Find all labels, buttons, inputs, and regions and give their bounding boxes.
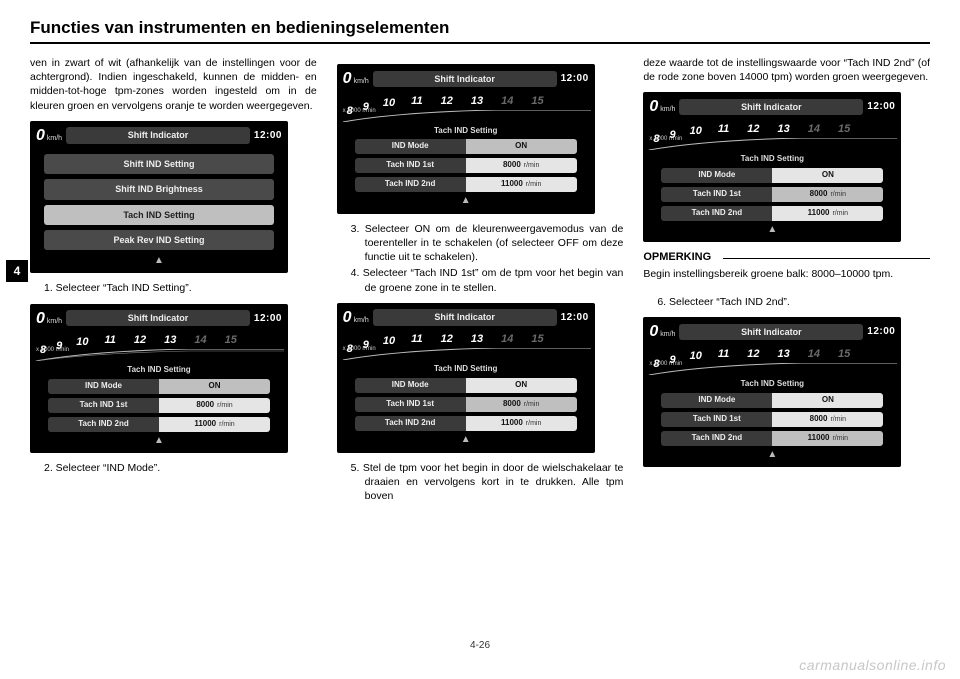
rule [723,258,930,259]
screen-settings-e: 0km/h Shift Indicator 12:00 x 1000 r/min… [643,317,901,467]
screen-settings-d: 0km/h Shift Indicator 12:00 x 1000 r/min… [643,92,901,242]
setting-row-tach-2nd[interactable]: Tach IND 2nd 11000r/min [661,206,883,221]
column-1: ven in zwart of wit (afhankelijk van de … [30,56,317,507]
step-6: 6. Selecteer “Tach IND 2nd”. [657,295,930,309]
step-2: 2. Selecteer “IND Mode”. [44,461,317,475]
step-4: 4. Selecteer “Tach IND 1st” om de tpm vo… [351,266,624,294]
setting-row-tach-1st[interactable]: Tach IND 1st 8000r/min [661,187,883,202]
screen-menu: 0 km/h Shift Indicator 12:00 Shift IND S… [30,121,288,274]
tachometer: x 1000 r/min 8 9 10 11 12 13 14 15 [647,347,897,375]
shift-indicator-pill: Shift Indicator [66,127,250,143]
clock: 12:00 [254,129,282,143]
setting-row-ind-mode[interactable]: IND Mode ON [661,168,883,183]
setting-row-ind-mode[interactable]: IND Mode ON [355,139,577,154]
speed-readout: 0 km/h [36,125,62,147]
column-2: 0km/h Shift Indicator 12:00 x 1000 r/min… [337,56,624,507]
page-title: Functies van instrumenten en bedieningse… [30,18,930,44]
scroll-up-icon[interactable]: ▲ [647,221,897,237]
menu-list: Shift IND Setting Shift IND Brightness T… [34,148,284,252]
page-number: 4-26 [0,640,960,651]
watermark: carmanualsonline.info [799,657,946,673]
setting-row-tach-1st[interactable]: Tach IND 1st 8000r/min [48,398,270,413]
tachometer: x 1000 r/min 8 9 10 11 12 13 14 15 [647,122,897,150]
chapter-tab: 4 [6,260,28,282]
setting-row-tach-1st[interactable]: Tach IND 1st 8000r/min [355,158,577,173]
setting-row-tach-1st[interactable]: Tach IND 1st 8000r/min [661,412,883,427]
menu-item[interactable]: Shift IND Brightness [44,179,274,199]
note-heading: OPMERKING [643,250,717,265]
setting-row-tach-2nd[interactable]: Tach IND 2nd 11000r/min [661,431,883,446]
scroll-up-icon[interactable]: ▲ [341,192,591,208]
intro-para: ven in zwart of wit (afhankelijk van de … [30,56,317,113]
setting-row-tach-1st[interactable]: Tach IND 1st 8000r/min [355,397,577,412]
tachometer: x 1000 r/min 8 9 10 11 12 13 14 15 [341,94,591,122]
column-3: deze waarde tot de instellingswaarde voo… [643,56,930,507]
step-1: 1. Selecteer “Tach IND Setting”. [44,281,317,295]
screen-settings-b: 0km/h Shift Indicator 12:00 x 1000 r/min… [337,64,595,214]
setting-row-ind-mode[interactable]: IND Mode ON [661,393,883,408]
setting-row-tach-2nd[interactable]: Tach IND 2nd 11000r/min [355,416,577,431]
setting-row-ind-mode[interactable]: IND Mode ON [48,379,270,394]
setting-row-ind-mode[interactable]: IND Mode ON [355,378,577,393]
scroll-up-icon[interactable]: ▲ [341,431,591,447]
scroll-up-icon[interactable]: ▲ [647,446,897,462]
scroll-up-icon[interactable]: ▲ [34,252,284,268]
cont-para: deze waarde tot de instellingswaarde voo… [643,56,930,84]
tachometer: x 1000 r/min 8 9 10 11 12 13 14 15 [341,332,591,360]
scroll-up-icon[interactable]: ▲ [34,432,284,448]
screen-settings-a: 0km/h Shift Indicator 12:00 x 1000 r/min… [30,304,288,454]
note-body: Begin instellingsbereik groene balk: 800… [643,267,930,281]
step-5: 5. Stel de tpm voor het begin in door de… [351,461,624,504]
setting-row-tach-2nd[interactable]: Tach IND 2nd 11000r/min [48,417,270,432]
step-3: 3. Selecteer ON om de kleurenweergavemod… [351,222,624,265]
setting-row-tach-2nd[interactable]: Tach IND 2nd 11000r/min [355,177,577,192]
tachometer: x 1000 r/min 8 9 10 11 12 13 14 15 [34,333,284,361]
menu-item-selected[interactable]: Tach IND Setting [44,205,274,225]
menu-item[interactable]: Shift IND Setting [44,154,274,174]
screen-settings-c: 0km/h Shift Indicator 12:00 x 1000 r/min… [337,303,595,453]
menu-item[interactable]: Peak Rev IND Setting [44,230,274,250]
